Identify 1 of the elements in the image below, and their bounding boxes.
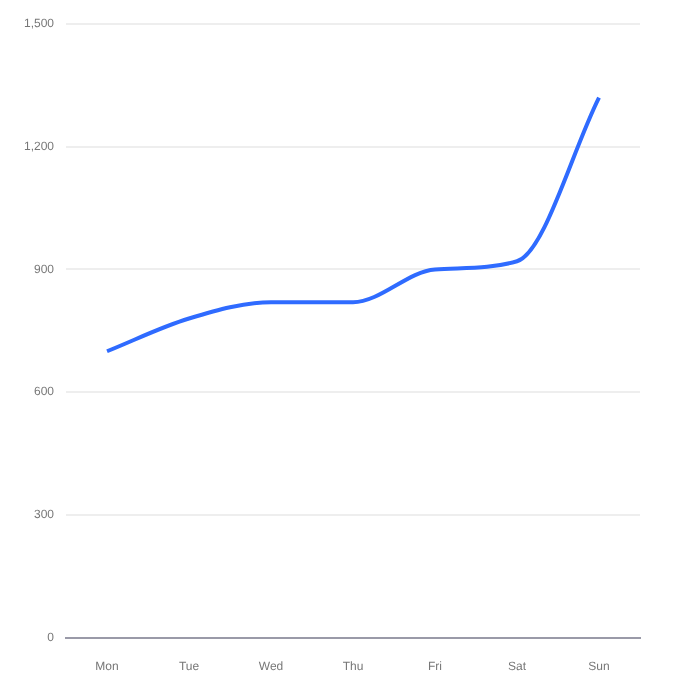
line-series — [105, 95, 601, 354]
